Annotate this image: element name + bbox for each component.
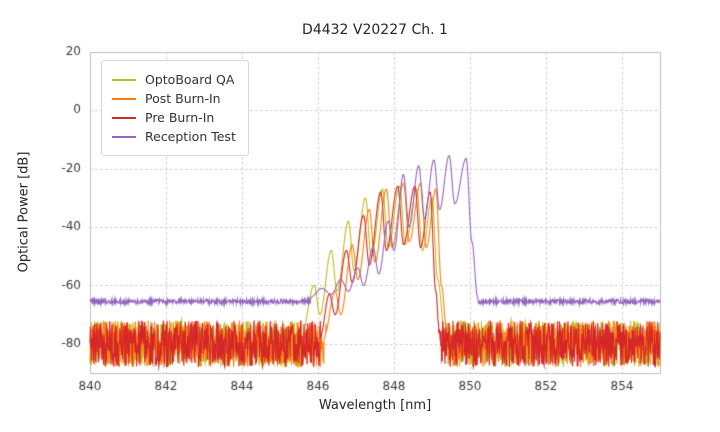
legend-line-swatch <box>112 135 136 138</box>
legend-item: Pre Burn-In <box>112 110 236 125</box>
legend-line-swatch <box>112 97 136 100</box>
legend-label: Post Burn-In <box>145 91 221 106</box>
legend-item: Reception Test <box>112 129 236 144</box>
legend-line-swatch <box>112 78 136 81</box>
legend-line-swatch <box>112 116 136 119</box>
legend-label: OptoBoard QA <box>145 72 235 87</box>
legend-item: Post Burn-In <box>112 91 236 106</box>
y-axis-label: Optical Power [dB] <box>16 151 32 273</box>
legend-label: Pre Burn-In <box>145 110 215 125</box>
legend-item: OptoBoard QA <box>112 72 236 87</box>
x-axis-label: Wavelength [nm] <box>318 398 432 413</box>
legend: OptoBoard QA Post Burn-In Pre Burn-In Recep… <box>101 60 249 156</box>
chart-title: D4432 V20227 Ch. 1 <box>302 22 448 38</box>
legend-label: Reception Test <box>145 129 236 144</box>
